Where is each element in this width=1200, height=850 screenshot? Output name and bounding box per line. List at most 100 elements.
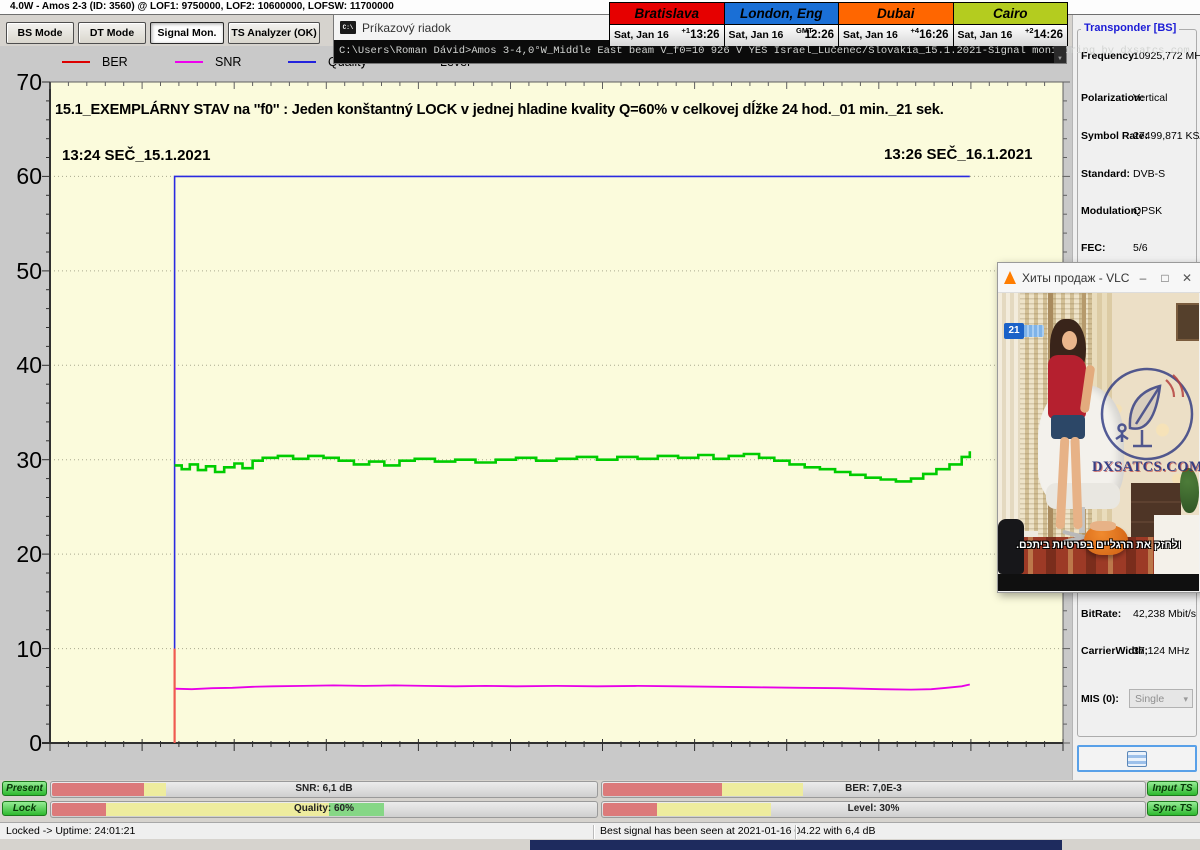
clock-body: Sat, Jan 16 +2 14:26 (953, 25, 1067, 46)
snr-legend-label: SNR (215, 55, 242, 69)
bar-segment (603, 803, 658, 816)
video-curtain-left (998, 293, 1020, 574)
dt-mode-button[interactable]: DT Mode (78, 22, 146, 44)
clock-body: Sat, Jan 16 GMT 12:26 (724, 25, 838, 46)
mis-label: MIS (0): (1081, 693, 1119, 705)
frequency-value: 10925,772 MHz (1133, 50, 1200, 62)
vlc-titlebar[interactable]: Хиты продаж - VLC me... – □ ✕ (998, 263, 1200, 293)
vlc-video-area[interactable]: 21 ולחזק את הרגליים בפרטיות ביתכם. (998, 293, 1199, 574)
symbol-rate-value: 27499,871 KS/s (1133, 130, 1200, 142)
clock-london: London, Eng Sat, Jan 16 GMT 12:26 (723, 2, 839, 46)
vlc-maximize-button[interactable]: □ (1161, 270, 1169, 285)
clock-time: 13:26 (690, 29, 720, 41)
statusbar-divider (593, 825, 594, 839)
clock-date: Sat, Jan 16 (728, 29, 784, 41)
bar-segment (657, 803, 771, 816)
transport-stream-button[interactable] (1077, 745, 1197, 772)
clock-date: Sat, Jan 16 (843, 29, 898, 41)
snr-legend-swatch (175, 61, 203, 63)
level-progress-bar: Level: 30% (601, 801, 1146, 818)
clock-dubai: Dubai Sat, Jan 16 +4 16:26 (838, 2, 954, 46)
y-tick-label: 50 (16, 257, 42, 284)
quality-bar-segments (52, 803, 596, 816)
clock-city-header: Dubai (839, 3, 953, 25)
y-tick-label: 30 (16, 446, 42, 473)
modulation-label: Modulation: (1081, 205, 1141, 217)
best-signal-status: Best signal has been seen at 2021-01-16 … (600, 825, 876, 837)
clock-time: 12:26 (804, 29, 834, 41)
bs-mode-button[interactable]: BS Mode (6, 22, 74, 44)
command-prompt-title: Príkazový riadok (362, 20, 451, 35)
snr-bar-label: SNR: 6,1 dB (295, 783, 353, 794)
window-title: 4.0W - Amos 2-3 (ID: 3560) @ LOF1: 97500… (10, 1, 394, 12)
frequency-label: Frequency: (1081, 50, 1138, 62)
clock-utc-offset: +4 (910, 26, 920, 35)
level-bar-segments (603, 803, 1144, 816)
ber-legend-swatch (62, 61, 90, 63)
legend-item-snr: SNR (175, 54, 241, 70)
channel-logo-extension (1024, 325, 1044, 337)
scroll-down-icon[interactable]: ▼ (1057, 56, 1063, 62)
status-bar: Locked -> Uptime: 24:01:21 Best signal h… (0, 822, 1200, 839)
vlc-window: Хиты продаж - VLC me... – □ ✕ (997, 262, 1200, 593)
clock-time: 14:26 (1033, 29, 1063, 41)
snr-bar-segments (52, 783, 596, 796)
video-black-bag (998, 519, 1024, 574)
clock-cairo: Cairo Sat, Jan 16 +2 14:26 (952, 2, 1068, 46)
video-woman-face (1062, 331, 1077, 350)
fec-label: FEC: (1081, 242, 1106, 254)
fec-value: 5/6 (1133, 242, 1148, 254)
signal-history-chart (42, 81, 1070, 751)
polarization-value: Vertical (1133, 92, 1168, 104)
vlc-minimize-button[interactable]: – (1139, 270, 1147, 285)
standard-value: DVB-S (1133, 168, 1166, 180)
standard-label: Standard: (1081, 168, 1131, 180)
lock-indicator-button[interactable]: Lock (2, 801, 47, 816)
quality-progress-bar: Quality: 60% (50, 801, 598, 818)
chart-time-end: 13:26 SEČ_16.1.2021 (884, 146, 1033, 163)
ber-progress-bar: BER: 7,0E-3 (601, 781, 1146, 798)
bitrate-label: BitRate: (1081, 608, 1122, 620)
channel-logo-badge: 21 (1004, 323, 1044, 339)
carrierwidth-value: 37,124 MHz (1133, 645, 1190, 657)
clock-time: 16:26 (919, 29, 949, 41)
sync-ts-button[interactable]: Sync TS (1147, 801, 1198, 816)
quality-legend-swatch (288, 61, 316, 63)
clock-bratislava: Bratislava Sat, Jan 16 +1 13:26 (609, 2, 725, 46)
clock-date: Sat, Jan 16 (957, 29, 1013, 41)
command-prompt-icon: C:\ (340, 21, 356, 34)
clock-city-header: London, Eng (724, 3, 838, 25)
legend-item-ber: BER (62, 54, 128, 70)
modulation-value: QPSK (1133, 205, 1163, 217)
bitrate-value: 42,238 Mbit/s (1133, 608, 1197, 620)
vlc-title: Хиты продаж - VLC me... (1022, 270, 1129, 285)
lock-uptime-status: Locked -> Uptime: 24:01:21 (6, 825, 136, 837)
taskbar-strip[interactable] (530, 840, 1062, 850)
mis-selected-value: Single (1135, 693, 1165, 705)
signal-mon-button[interactable]: Signal Mon. (150, 22, 224, 44)
bar-segment (106, 803, 330, 816)
statusbar-divider (795, 825, 796, 839)
present-indicator-button[interactable]: Present (2, 781, 47, 796)
video-woman-feet (1090, 521, 1116, 531)
bar-segment (52, 783, 145, 796)
symbol-rate-label: Symbol Rate: (1081, 130, 1149, 142)
y-tick-label: 40 (16, 352, 42, 379)
bar-segment (144, 783, 167, 796)
clock-city-header: Cairo (953, 3, 1067, 25)
clock-utc-offset: +1 (681, 26, 691, 35)
clock-body: Sat, Jan 16 +4 16:26 (839, 25, 953, 46)
clock-city-header: Bratislava (610, 3, 724, 25)
y-tick-label: 60 (16, 163, 42, 190)
bar-segment (329, 803, 384, 816)
clock-utc-offset: GMT (796, 26, 813, 35)
vlc-close-button[interactable]: ✕ (1181, 270, 1193, 285)
carrierwidth-label: CarrierWidth: (1081, 645, 1148, 657)
video-rug (1006, 537, 1158, 574)
ts-analyzer-button[interactable]: TS Analyzer (OK) (228, 22, 320, 44)
ber-legend-label: BER (102, 55, 128, 69)
mis-dropdown[interactable]: Single ▾ (1129, 689, 1193, 708)
input-ts-button[interactable]: Input TS (1147, 781, 1198, 796)
video-subtitle: ולחזק את הרגליים בפרטיות ביתכם. (1016, 539, 1181, 551)
